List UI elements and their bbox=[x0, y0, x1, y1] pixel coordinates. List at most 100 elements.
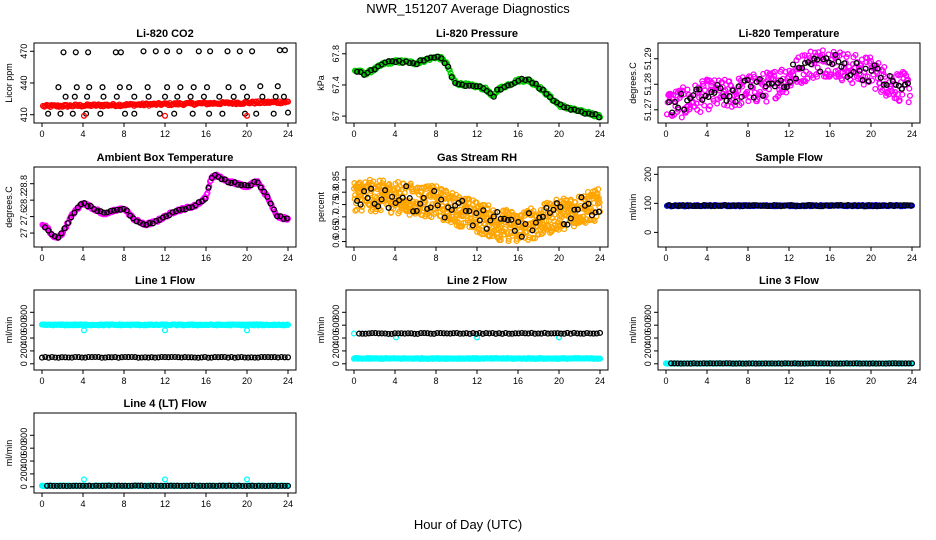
panel-6-series-2-point bbox=[88, 354, 95, 361]
panel-7-series-2-point bbox=[421, 330, 428, 337]
panel-9-series-2-point bbox=[219, 482, 226, 489]
panel-6-series-2-point bbox=[55, 354, 62, 361]
panel-1-series-1-point bbox=[368, 67, 375, 74]
panel-4-series-1-point bbox=[364, 195, 371, 202]
panel-2-series-1-point bbox=[865, 78, 872, 85]
panel-4-series-1-point bbox=[459, 197, 466, 204]
panel-0-series-1-point bbox=[224, 48, 231, 55]
panel-6-series-2-point bbox=[68, 354, 75, 361]
panel-4-series-0-point bbox=[505, 238, 512, 245]
panel-2-series-1-point bbox=[841, 60, 848, 67]
panel-1-series-1-point bbox=[494, 86, 501, 93]
panel-6-series-2-point bbox=[185, 354, 192, 361]
panel-7-series-2-point bbox=[479, 330, 486, 337]
panel-5-series-1-point bbox=[785, 202, 792, 209]
panel-9-points bbox=[38, 476, 292, 490]
panel-5-series-1-point bbox=[666, 202, 673, 209]
panel-2-series-1-point bbox=[823, 55, 830, 62]
panel-0-xtick-label: 16 bbox=[201, 129, 211, 139]
panel-3-series-1-point bbox=[71, 209, 78, 216]
panel-1-series-1-point bbox=[438, 55, 445, 62]
panel-2-series-1-point bbox=[901, 81, 908, 88]
panel-6-series-2-point bbox=[135, 354, 142, 361]
panel-0-ytick-label: 470 bbox=[19, 44, 29, 59]
panel-2-series-0-point bbox=[679, 84, 687, 91]
panel-9-series-2-point bbox=[154, 482, 161, 489]
panel-0-series-2-point bbox=[187, 93, 194, 100]
panel-9-series-2-point bbox=[249, 482, 256, 489]
panel-3-series-1-point bbox=[257, 184, 264, 191]
panel-3-xtick-label: 8 bbox=[121, 253, 126, 263]
panel-0-series-1-point bbox=[219, 110, 226, 117]
panel-8-series-1-point bbox=[668, 360, 675, 367]
panel-7-xtick-label: 20 bbox=[554, 376, 564, 386]
panel-4-series-1-point bbox=[466, 208, 473, 215]
panel-3-series-1-point bbox=[205, 184, 212, 191]
panel-2-series-1-point bbox=[895, 82, 902, 89]
panel-8-xtick-label: 4 bbox=[704, 376, 709, 386]
panel-9-series-2-point bbox=[252, 482, 259, 490]
panel-6-series-2-point bbox=[98, 354, 105, 361]
panel-2-series-1-point bbox=[741, 77, 748, 84]
panel-0-xtick-label: 24 bbox=[283, 129, 293, 139]
panel-6-series-2-point bbox=[241, 354, 248, 361]
panel-4-ytick-label: 0.75 bbox=[331, 196, 341, 214]
panel-5-series-1-point bbox=[743, 202, 750, 209]
panel-9-series-2-point bbox=[271, 482, 279, 489]
panel-3-series-1-point bbox=[267, 200, 274, 207]
panel-8-series-1-point bbox=[801, 360, 808, 367]
panel-1-series-1-point bbox=[567, 106, 574, 113]
panel-2-series-0-point bbox=[867, 54, 874, 61]
panel-2-series-0-point bbox=[663, 111, 671, 118]
panel-7-series-2-point bbox=[369, 330, 376, 337]
panel-6-series-1-point bbox=[161, 327, 169, 334]
panel-5-points bbox=[663, 202, 916, 210]
panel-5-xtick-label: 8 bbox=[745, 253, 750, 263]
panel-2-series-0-point bbox=[856, 70, 863, 77]
panel-0-series-1-point bbox=[171, 110, 178, 117]
panel-6-series-2-point bbox=[118, 354, 125, 361]
panel-6-series-2-point bbox=[271, 354, 278, 361]
panel-2-series-1-point bbox=[811, 55, 818, 62]
panel-0-series-1-point bbox=[164, 48, 171, 55]
panel-2-series-1-point bbox=[796, 64, 803, 71]
panel-1-xtick-label: 8 bbox=[433, 129, 438, 139]
panel-5-series-1-point bbox=[886, 202, 893, 209]
panel-6-series-2-point bbox=[142, 354, 149, 361]
panel-2-series-1-point bbox=[666, 99, 673, 106]
panel-2-series-1-point bbox=[771, 83, 778, 90]
panel-8-series-1-point bbox=[866, 360, 873, 367]
panel-8-series-1-point bbox=[840, 360, 847, 367]
panel-7-series-2-point bbox=[574, 330, 581, 337]
panel-4-series-1-point bbox=[476, 217, 483, 224]
panel-8-series-1-point bbox=[902, 360, 909, 367]
panel-5-series-1-point bbox=[827, 202, 834, 209]
panel-4-series-0-point bbox=[366, 202, 373, 209]
panel-8-series-1-point bbox=[778, 360, 785, 367]
panel-7-series-2-point bbox=[486, 330, 493, 337]
panel-5-series-1-point bbox=[890, 202, 897, 209]
panel-9-series-2-point bbox=[161, 482, 168, 489]
panel-0-ytick-label: 440 bbox=[19, 75, 29, 90]
panel-1-xtick-label: 16 bbox=[513, 129, 523, 139]
panel-3-series-1-point bbox=[94, 208, 101, 215]
panel-2-series-0-point bbox=[746, 94, 753, 101]
panel-1-series-1-point bbox=[473, 83, 480, 90]
panel-8-series-1-point bbox=[808, 360, 815, 367]
panel-9-series-2-point bbox=[50, 482, 57, 489]
panel-7-series-2-point bbox=[362, 330, 369, 337]
panel-7-series-2-point bbox=[424, 330, 431, 337]
panel-0-series-2-point bbox=[280, 93, 287, 100]
panel-2-series-1-point bbox=[690, 92, 697, 99]
panel-3-series-1-point bbox=[45, 227, 52, 234]
panel-6-series-2-point bbox=[261, 354, 268, 361]
panel-2-series-0-point bbox=[763, 98, 770, 105]
panel-2-series-0-point bbox=[738, 100, 745, 107]
panel-1-series-1-point bbox=[455, 81, 462, 88]
panel-2-series-1-point bbox=[702, 92, 709, 99]
panel-1-series-1-point bbox=[392, 59, 399, 66]
panel-5-series-1-point bbox=[736, 202, 743, 209]
panel-0-series-0-point bbox=[284, 98, 292, 105]
panel-3-series-1-point bbox=[104, 209, 111, 216]
panel-8-series-1-point bbox=[850, 360, 857, 367]
